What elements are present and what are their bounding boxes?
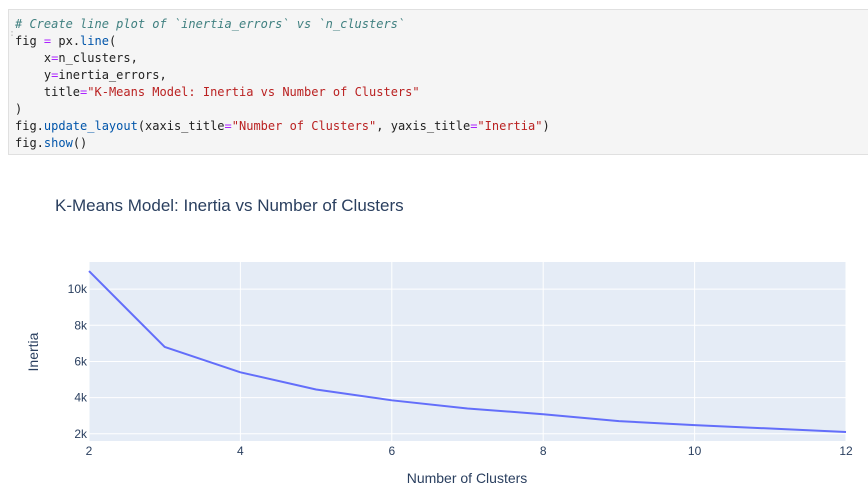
code-token: inertia_errors,	[58, 68, 167, 82]
y-tick-label: 6k	[74, 354, 88, 368]
chart-title: K-Means Model: Inertia vs Number of Clus…	[55, 196, 404, 215]
code-editor[interactable]: # Create line plot of `inertia_errors` v…	[15, 16, 550, 152]
code-token: # Create line plot of `inertia_errors` v…	[15, 17, 406, 31]
code-token: n_clusters,	[58, 51, 138, 65]
code-line: title="K-Means Model: Inertia vs Number …	[15, 85, 420, 99]
code-token: "Number of Clusters"	[231, 119, 377, 133]
plot-background	[89, 262, 846, 441]
series-line	[88, 270, 847, 433]
x-tick-label: 10	[688, 444, 702, 458]
code-token: =	[224, 119, 232, 133]
code-token: x	[15, 51, 52, 65]
chart-output: K-Means Model: Inertia vs Number of Clus…	[0, 160, 868, 493]
y-tick-label: 10k	[68, 282, 88, 296]
code-token: title	[15, 85, 81, 99]
code-token: (	[108, 34, 117, 48]
code-token: =	[43, 34, 52, 48]
code-line: fig.update_layout(xaxis_title="Number of…	[15, 119, 550, 133]
code-line: # Create line plot of `inertia_errors` v…	[15, 17, 405, 31]
y-tick-label: 2k	[74, 427, 88, 441]
x-tick-label: 8	[540, 444, 547, 458]
code-token: =	[470, 119, 478, 133]
y-axis-title: Inertia	[25, 332, 41, 371]
code-token: )	[15, 102, 23, 116]
code-token: (xaxis_title	[137, 119, 225, 133]
cell-gutter-marker: :	[9, 28, 16, 39]
code-token: )	[542, 119, 550, 133]
code-token: =	[51, 68, 59, 82]
code-cell[interactable]: : # Create line plot of `inertia_errors`…	[8, 9, 868, 155]
code-token: , yaxis_title	[376, 119, 471, 133]
code-token: fig.	[15, 136, 44, 150]
code-token: px.	[51, 34, 81, 48]
x-tick-label: 12	[839, 444, 853, 458]
code-token: =	[80, 85, 88, 99]
line-chart: K-Means Model: Inertia vs Number of Clus…	[25, 196, 853, 486]
code-token: fig	[15, 34, 44, 48]
code-line: y=inertia_errors,	[15, 68, 167, 82]
code-token: line	[80, 34, 109, 48]
code-token: =	[51, 51, 59, 65]
code-token: update_layout	[43, 119, 138, 133]
code-line: x=n_clusters,	[15, 51, 138, 65]
code-token: ()	[72, 136, 88, 150]
x-tick-label: 6	[388, 444, 395, 458]
code-token: show	[43, 136, 73, 150]
y-tick-label: 4k	[74, 391, 88, 405]
code-token: "K-Means Model: Inertia vs Number of Clu…	[87, 85, 420, 99]
code-line: fig.show()	[15, 136, 87, 150]
code-token: fig.	[15, 119, 44, 133]
x-tick-label: 2	[86, 444, 93, 458]
x-tick-label: 4	[237, 444, 244, 458]
code-token: "Inertia"	[477, 119, 543, 133]
x-axis-title: Number of Clusters	[407, 470, 528, 486]
code-token: y	[15, 68, 52, 82]
code-line: fig = px.line(	[15, 34, 116, 48]
code-line: )	[15, 102, 22, 116]
y-tick-label: 8k	[74, 318, 88, 332]
